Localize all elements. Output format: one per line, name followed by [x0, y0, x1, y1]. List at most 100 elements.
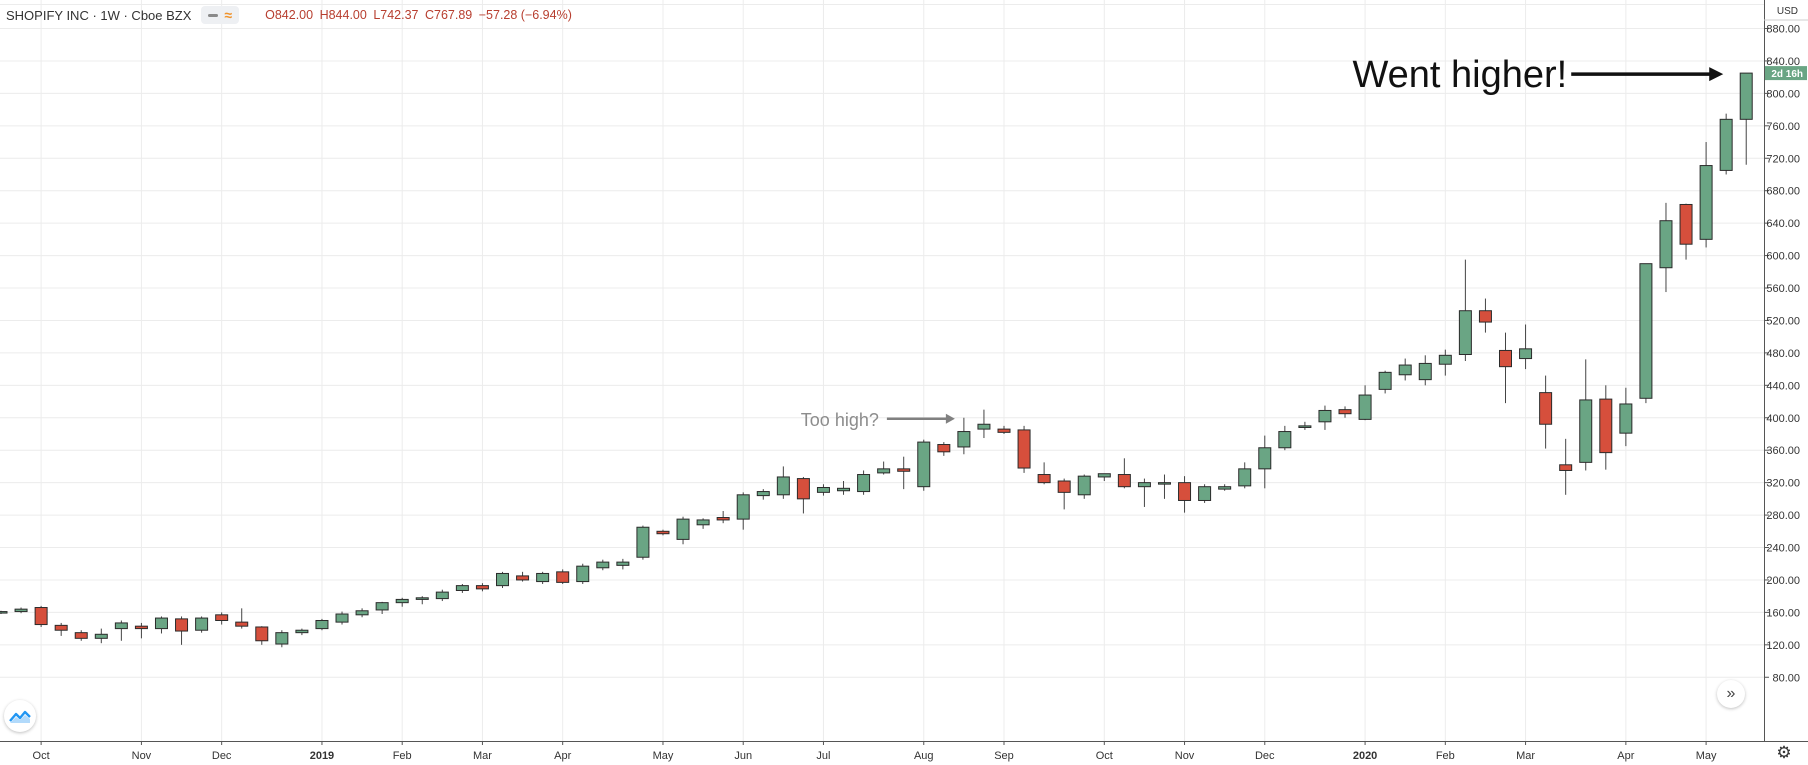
candle	[1017, 425, 1031, 473]
candle	[195, 616, 209, 633]
candle-body-up	[1398, 364, 1412, 376]
candle	[1559, 438, 1573, 495]
time-axis-bg	[0, 741, 1764, 765]
candles	[0, 72, 1753, 648]
candle	[1097, 473, 1111, 482]
candle	[837, 481, 851, 495]
candle	[1298, 421, 1312, 430]
candle	[937, 442, 951, 456]
candle-body-up	[1077, 475, 1091, 496]
time-tick-label: Sep	[994, 750, 1014, 762]
candle	[395, 597, 409, 607]
candle	[1699, 142, 1713, 248]
candle	[496, 571, 509, 589]
candle	[816, 484, 830, 496]
candle	[1338, 406, 1352, 418]
candle	[415, 596, 429, 605]
candle	[516, 571, 530, 582]
compare-wave-icon[interactable]: ≈	[224, 7, 233, 23]
time-tick-label: 2019	[310, 750, 334, 762]
candle	[1619, 387, 1633, 447]
candle	[1659, 202, 1673, 293]
candle	[1117, 458, 1131, 489]
collapse-icon[interactable]	[208, 13, 219, 17]
candle-body-up	[1198, 486, 1212, 501]
candle-body-up	[295, 629, 309, 634]
candle	[1739, 72, 1753, 165]
price-tick-label: 680.00	[1766, 186, 1800, 198]
annotation-went-higher: Went higher!	[1352, 54, 1724, 96]
time-tick-label: Feb	[393, 750, 412, 762]
candle	[957, 417, 971, 455]
time-tick-label: Apr	[554, 750, 571, 762]
candle-body-up	[1619, 403, 1633, 434]
candle	[676, 516, 690, 545]
price-tick-label: 320.00	[1766, 478, 1800, 490]
time-tick-label: Nov	[132, 750, 152, 762]
candle-body-up	[1579, 399, 1593, 463]
time-tick-label: Mar	[473, 750, 492, 762]
candle-body-down	[1037, 474, 1051, 484]
candle	[616, 558, 630, 570]
price-label-bg	[1765, 66, 1807, 81]
candle-body-up	[1458, 310, 1472, 356]
candle	[175, 616, 189, 645]
candle	[1278, 425, 1292, 451]
legend-controls[interactable]: ≈	[201, 6, 240, 24]
price-axis: 80.00 120.00 160.00 200.00 240.00 280.00 320.0…	[1764, 0, 1808, 765]
candle-body-down	[134, 625, 148, 630]
candle	[0, 610, 8, 615]
candle	[997, 425, 1011, 434]
candle-body-up	[1699, 165, 1713, 240]
price-tick-label: 480.00	[1766, 348, 1800, 360]
tradingview-logo-icon[interactable]	[4, 700, 36, 732]
candle-body-up	[1739, 72, 1753, 120]
candle	[556, 569, 570, 585]
candle-body-up	[837, 487, 851, 492]
price-tick-label: 880.00	[1766, 24, 1800, 36]
time-tick-label: Aug	[914, 750, 934, 762]
candle-body-up	[496, 572, 509, 587]
scroll-to-realtime-button[interactable]: »	[1717, 680, 1745, 708]
annotation-text: Went higher!	[1352, 54, 1567, 96]
symbol-title[interactable]: SHOPIFY INC · 1W · Cboe BZX	[6, 7, 192, 23]
candle	[1499, 332, 1512, 404]
settings-gear-button[interactable]: ⚙	[1774, 743, 1794, 763]
candle	[1318, 405, 1332, 430]
price-tick-label: 640.00	[1766, 218, 1800, 230]
candle-body-up	[977, 423, 991, 430]
candle-body-up	[1639, 263, 1653, 399]
candle-body-up	[1418, 362, 1432, 381]
candle-body-down	[716, 517, 730, 521]
candle	[917, 439, 931, 491]
candle	[315, 618, 329, 631]
candle-body-up	[1137, 482, 1151, 488]
candle-body-up	[1238, 468, 1252, 487]
price-tick-label: 840.00	[1766, 56, 1800, 68]
time-tick-label: Dec	[1255, 750, 1275, 762]
candle	[716, 511, 730, 524]
price-tick-label: 160.00	[1766, 607, 1800, 619]
ohlc-values: O842.00 H844.00 L742.37 C767.89 −57.28 (…	[265, 8, 575, 22]
candle-body-up	[696, 519, 710, 526]
candle	[1157, 474, 1171, 499]
candle	[1258, 435, 1272, 489]
candle	[34, 605, 48, 627]
price-tick-label: 800.00	[1766, 88, 1800, 100]
candle	[1579, 359, 1593, 471]
candle-body-up	[636, 526, 650, 558]
annotation-arrow-head	[1709, 67, 1724, 82]
price-tick-label: 560.00	[1766, 283, 1800, 295]
candle-body-up	[1157, 482, 1171, 485]
candle	[14, 607, 28, 614]
candle-body-down	[1057, 480, 1071, 493]
candle-body-up	[756, 491, 770, 497]
price-tick-label: 720.00	[1766, 153, 1800, 165]
price-tick-label: 80.00	[1772, 672, 1800, 684]
candle	[54, 622, 68, 636]
candle	[736, 492, 750, 530]
candle-body-down	[1559, 464, 1573, 471]
time-tick-label: Apr	[1617, 750, 1634, 762]
candle	[1137, 478, 1151, 507]
